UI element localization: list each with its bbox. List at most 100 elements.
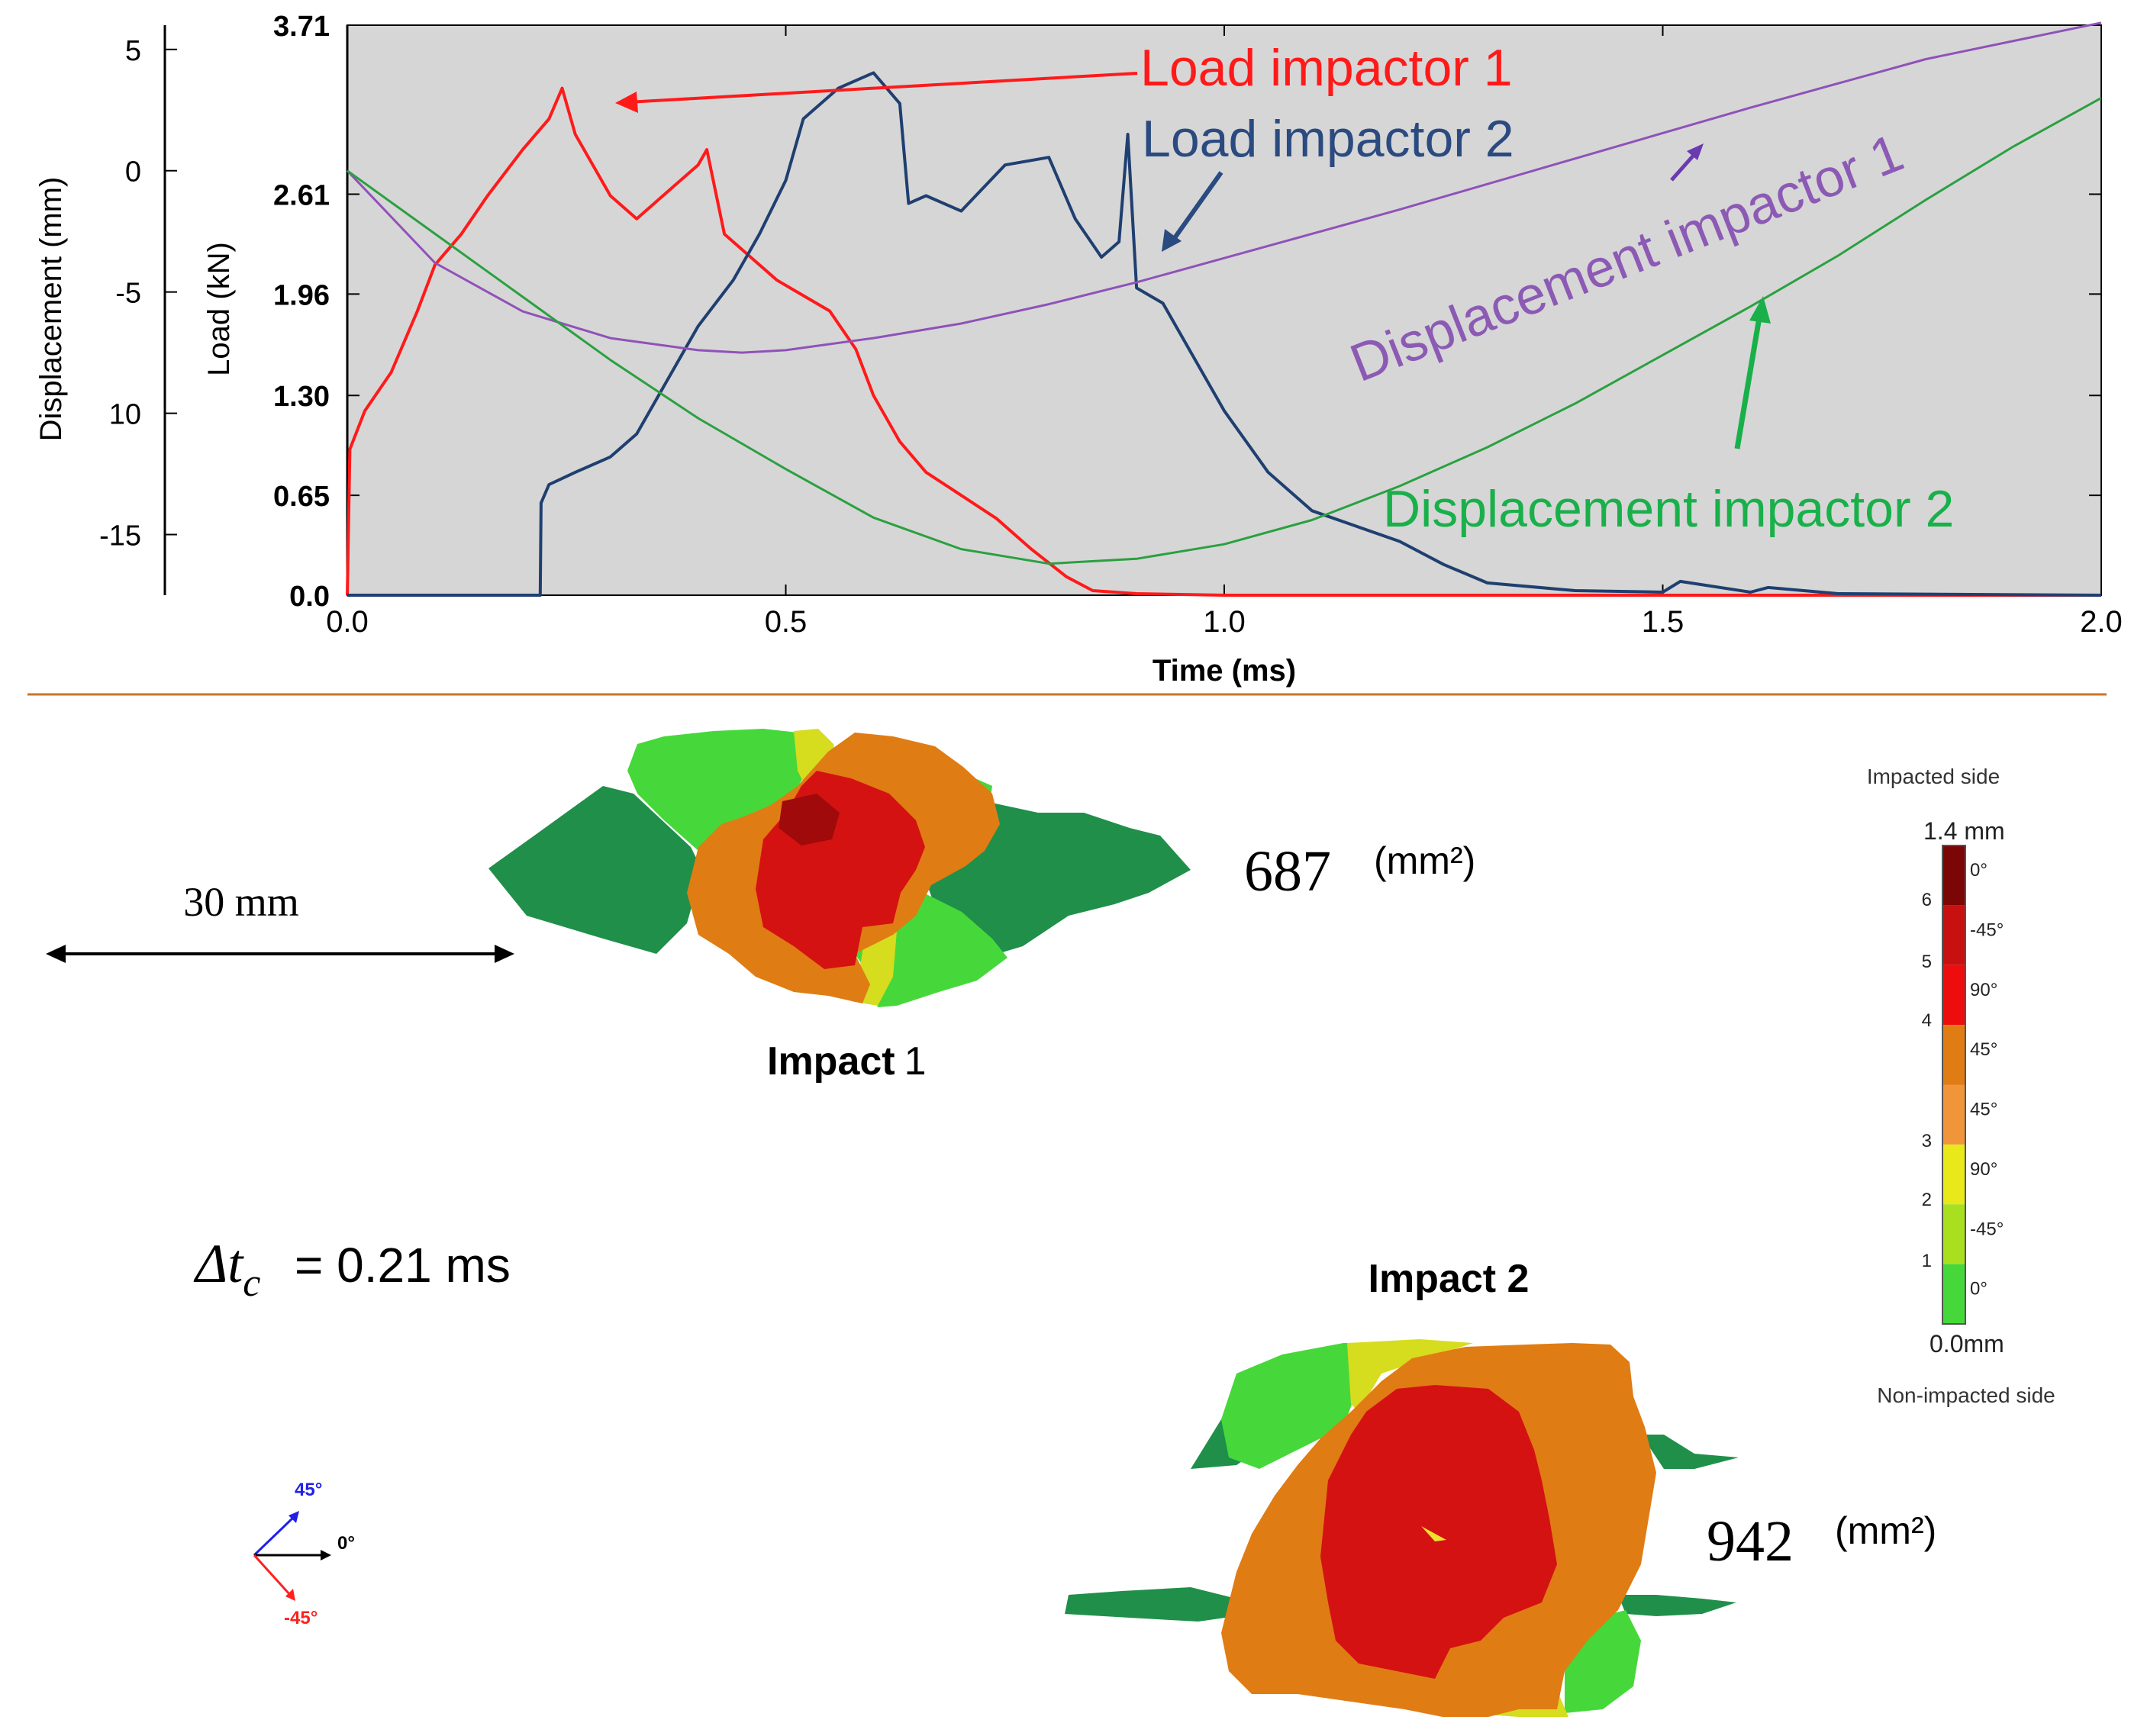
series-load-impactor-1 xyxy=(346,86,2101,597)
legend-angle-label: 90° xyxy=(1970,980,1997,1000)
axis-m45-label: -45° xyxy=(284,1608,318,1628)
disp-tick-label: 10 xyxy=(109,399,141,431)
area-unit-impact-1: (mm²) xyxy=(1374,839,1475,882)
legend-depth-tick: 3 xyxy=(1922,1131,1932,1151)
label-displacement-impactor-2: Displacement impactor 2 xyxy=(1383,480,1954,538)
series-displacement-impactor-2 xyxy=(347,97,2102,565)
disp2-pointer-arrow xyxy=(1734,312,1763,449)
axis-0-head xyxy=(321,1550,331,1560)
scale-bar-label: 30 mm xyxy=(183,879,299,925)
delta-t-subscript: c xyxy=(243,1261,260,1305)
legend-swatch xyxy=(1942,845,1965,906)
impact-1-bold: Impact xyxy=(767,1039,895,1084)
x-tick-label: 0.5 xyxy=(765,605,808,639)
x-tick-label: 0.0 xyxy=(326,605,369,639)
series-displacement-impactor-1 xyxy=(346,21,2102,354)
legend-top-value: 1.4 mm xyxy=(1923,817,2005,845)
map1-left-lobe xyxy=(488,786,702,954)
label-load-impactor-2: Load impactor 2 xyxy=(1142,110,1514,168)
legend-colorbar: 0° -45° 90° 45° 45° 90° -45° 0° 6 5 4 3 2 1 xyxy=(1922,845,2004,1325)
impact-1-caption: Impact 1 xyxy=(767,1039,927,1084)
map2-dark-right-top xyxy=(1641,1435,1739,1469)
area-value-impact-2: 942 xyxy=(1707,1509,1794,1573)
contact-time-symbol: Δtc xyxy=(193,1233,260,1305)
legend-depth-tick: 2 xyxy=(1922,1190,1932,1210)
legend-swatch xyxy=(1942,965,1965,1026)
legend-swatch xyxy=(1942,1025,1965,1085)
legend-angle-label: -45° xyxy=(1970,920,2004,940)
delta-t: Δt xyxy=(193,1233,244,1294)
load2-pointer-arrow xyxy=(1170,171,1223,243)
series-load-impactor-2 xyxy=(347,71,2102,597)
time-axis-label: Time (ms) xyxy=(1153,654,1296,688)
chart: 5 0 -5 10 -15 Displacement (mm) 3.71 2.61 1.96… xyxy=(34,11,2123,688)
scale-bar-right-head xyxy=(495,945,514,963)
legend-angle-label: 45° xyxy=(1970,1039,1997,1060)
load-axis-label: Load (kN) xyxy=(202,242,236,376)
axis-45-line xyxy=(253,1515,295,1557)
legend-depth-tick: 1 xyxy=(1922,1251,1932,1271)
legend-angle-label: 0° xyxy=(1970,860,1988,881)
contact-time-value: = 0.21 ms xyxy=(295,1238,511,1293)
disp1-arrowhead xyxy=(1687,143,1704,160)
map2-yellow-top xyxy=(1347,1339,1473,1412)
load-tick-label: 3.71 xyxy=(273,11,330,43)
damage-map-impact-2 xyxy=(1065,1339,1739,1717)
legend-title-bottom: Non-impacted side xyxy=(1877,1383,2055,1407)
disp-tick-label: -5 xyxy=(115,278,141,310)
legend-angle-label: 90° xyxy=(1970,1159,1997,1180)
axis-0-label: 0° xyxy=(337,1533,355,1554)
displacement-axis-label: Displacement (mm) xyxy=(34,177,68,442)
area-unit-impact-2: (mm²) xyxy=(1835,1509,1936,1552)
plot-area xyxy=(347,25,2101,595)
legend-depth-tick: 4 xyxy=(1922,1010,1932,1031)
load-tick-label: 1.30 xyxy=(273,381,330,413)
load-ticks: 3.71 2.61 1.96 1.30 0.65 0.0 xyxy=(273,11,2101,613)
axis-m45-line xyxy=(253,1554,292,1596)
ply-orientation-icon: 45° 0° -45° xyxy=(253,1480,355,1628)
map2-green-top-left xyxy=(1221,1343,1362,1469)
map2-red-core xyxy=(1320,1385,1557,1679)
legend-depth-tick: 5 xyxy=(1922,952,1932,972)
legend-depth-tick: 6 xyxy=(1922,890,1932,910)
legend-angle-label: 45° xyxy=(1970,1100,1997,1120)
load-tick-label: 1.96 xyxy=(273,279,330,311)
series-layer xyxy=(346,21,2102,597)
load-tick-label: 2.61 xyxy=(273,179,330,211)
load-tick-label: 0.65 xyxy=(273,481,330,513)
scale-bar-left-head xyxy=(46,945,66,963)
map2-green-bottom-right xyxy=(1565,1610,1641,1713)
map1-right-lobe xyxy=(927,801,1191,958)
impact-2-caption: Impact 2 xyxy=(1369,1257,1530,1301)
impact-1-number: 1 xyxy=(904,1039,927,1084)
label-load-impactor-1: Load impactor 1 xyxy=(1140,39,1513,97)
x-tick-label: 1.0 xyxy=(1203,605,1246,639)
legend-angle-label: -45° xyxy=(1970,1219,2004,1239)
load2-arrowhead xyxy=(1162,229,1182,252)
depth-legend: Impacted side 1.4 mm 0° -45° 90° 45° 45° 90° -… xyxy=(1867,765,2055,1407)
legend-swatch xyxy=(1942,1204,1965,1264)
load1-pointer-arrow xyxy=(627,72,1138,104)
legend-angle-label: 0° xyxy=(1970,1279,1988,1300)
x-tick-label: 2.0 xyxy=(2080,605,2123,639)
damage-map-impact-1 xyxy=(488,729,1191,1007)
legend-swatch xyxy=(1942,1144,1965,1205)
disp-tick-label: -15 xyxy=(99,520,141,552)
disp2-arrowhead xyxy=(1749,296,1771,324)
map2-dark-right-bottom xyxy=(1618,1595,1736,1616)
load1-arrowhead xyxy=(615,92,638,113)
legend-title-top: Impacted side xyxy=(1867,765,2000,788)
map2-dark-left-bottom xyxy=(1065,1587,1252,1622)
legend-swatch xyxy=(1942,1084,1965,1145)
legend-bottom-value: 0.0mm xyxy=(1930,1330,2004,1358)
axis-45-head xyxy=(289,1511,299,1523)
legend-frame xyxy=(1942,845,1966,1325)
disp1-pointer-arrow xyxy=(1670,151,1697,182)
disp-tick-label: 5 xyxy=(125,35,141,67)
time-ticks: 0.0 0.5 1.0 1.5 2.0 xyxy=(326,25,2123,639)
axis-45-label: 45° xyxy=(295,1480,322,1500)
disp-tick-label: 0 xyxy=(125,156,141,188)
axis-m45-head xyxy=(285,1589,295,1601)
map2-crack xyxy=(1421,1526,1446,1541)
